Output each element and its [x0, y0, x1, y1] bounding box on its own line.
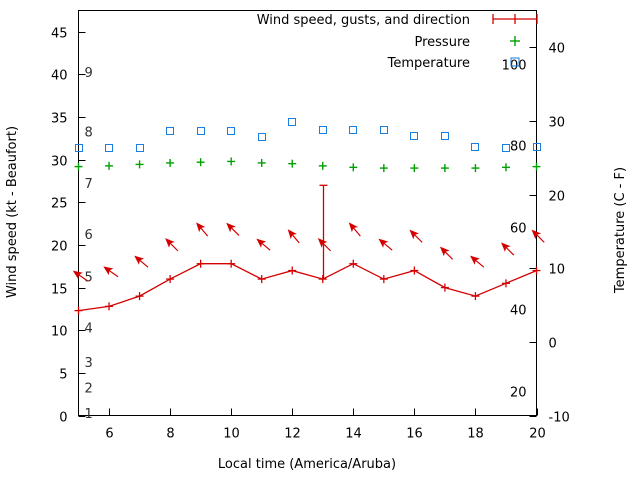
wind-direction-arrow: [348, 222, 361, 237]
temperature-point: [104, 143, 114, 153]
legend-label-1: Pressure: [414, 35, 470, 50]
wind-direction-arrow: [439, 246, 454, 260]
left-tick-label: 20: [51, 240, 68, 255]
wind-direction-arrow: [165, 238, 179, 252]
beaufort-label: 5: [85, 271, 93, 286]
temperature-point: [348, 125, 358, 135]
temperature-point: [165, 126, 175, 136]
beaufort-label: 6: [85, 228, 93, 243]
temperature-point: [257, 132, 267, 142]
right-tick-label-fahrenheit: 20: [510, 386, 527, 401]
temperature-series: [74, 117, 542, 153]
right-tick-label-celsius: 10: [549, 263, 566, 278]
temperature-point: [379, 125, 389, 135]
wind-direction-arrow: [409, 229, 423, 243]
right-tick-label-celsius: 40: [549, 42, 566, 57]
chart-legend: Wind speed, gusts, and direction Pressure…: [257, 13, 538, 71]
bottom-tick-label: 8: [166, 427, 174, 442]
temperature-point: [501, 143, 511, 153]
temperature-point: [196, 126, 206, 136]
temperature-point: [470, 142, 480, 152]
wind-direction-arrow: [256, 238, 271, 251]
beaufort-label: 8: [85, 126, 93, 141]
temperature-point: [532, 142, 542, 152]
wind-direction-arrow: [470, 255, 485, 268]
beaufort-label: 2: [85, 381, 93, 396]
temperature-point: [409, 131, 419, 141]
x-axis-title: Local time (America/Aruba): [218, 457, 396, 472]
wind-direction-arrow: [378, 238, 393, 251]
wind-direction-arrows: [72, 222, 545, 282]
y2-axis-title: Temperature (C - F): [613, 167, 628, 294]
wind-direction-arrow: [287, 229, 300, 244]
wind-direction-arrow: [226, 222, 240, 236]
wind-direction-arrow: [72, 270, 88, 282]
wind-direction-arrow: [317, 238, 332, 252]
bottom-tick-label: 14: [345, 427, 362, 442]
right-tick-label-celsius: 30: [549, 116, 566, 131]
temperature-point: [74, 143, 84, 153]
legend-label-0: Wind speed, gusts, and direction: [257, 13, 470, 28]
y-axis-title: Wind speed (kt - Beaufort): [5, 126, 20, 298]
beaufort-label: 7: [85, 177, 93, 192]
right-tick-label-celsius: 0: [549, 337, 557, 352]
bottom-tick-label: 16: [406, 427, 423, 442]
left-tick-label: 25: [51, 197, 68, 212]
bottom-tick-label: 18: [467, 427, 484, 442]
bottom-tick-label: 6: [105, 427, 113, 442]
left-axis: 0 5 10 15 20 25 30 35 40 45: [51, 27, 86, 426]
plot-frame: [77, 9, 538, 417]
left-tick-label: 10: [51, 325, 68, 340]
right-tick-label-fahrenheit: 60: [510, 222, 527, 237]
wind-direction-arrow: [531, 229, 545, 243]
beaufort-label: 9: [85, 66, 93, 81]
left-tick-label: 15: [51, 283, 68, 298]
left-tick-label: 30: [51, 155, 68, 170]
legend-marker-temperature: [510, 57, 520, 67]
left-tick-label: 5: [59, 368, 67, 383]
bottom-tick-label: 10: [223, 427, 240, 442]
pressure-series: [74, 157, 541, 173]
temperature-point: [135, 143, 145, 153]
left-tick-label: 0: [59, 411, 67, 426]
beaufort-label: 3: [85, 356, 93, 371]
left-tick-label: 45: [51, 27, 68, 42]
wind-speed-line: [78, 262, 537, 312]
left-tick-label: 40: [51, 69, 68, 84]
left-tick-label: 35: [51, 112, 68, 127]
beaufort-label: 1: [85, 407, 93, 422]
right-tick-label-fahrenheit: 80: [510, 140, 527, 155]
wind-direction-arrow: [134, 255, 149, 268]
wind-direction-arrow: [501, 242, 515, 256]
beaufort-scale-labels: 1 2 3 4 5 6 7 8 9: [85, 66, 93, 422]
right-tick-label-celsius: -10: [549, 411, 570, 426]
legend-label-2: Temperature: [387, 56, 470, 71]
temperature-point: [226, 126, 236, 136]
bottom-tick-label: 12: [284, 427, 301, 442]
beaufort-label: 4: [85, 322, 93, 337]
temperature-point: [440, 131, 450, 141]
wind-series: [74, 184, 541, 315]
wind-direction-arrow: [103, 266, 119, 278]
right-tick-label-fahrenheit: 40: [510, 304, 527, 319]
temperature-point: [287, 117, 297, 127]
right-axis-celsius: -10 0 10 20 30 40: [529, 42, 570, 426]
bottom-tick-label: 20: [529, 427, 546, 442]
temperature-point: [318, 125, 328, 135]
wind-direction-arrow: [196, 222, 209, 237]
right-tick-label-celsius: 20: [549, 190, 566, 205]
bottom-axis: 6 8 10 12 14 16 18 20: [105, 408, 546, 442]
